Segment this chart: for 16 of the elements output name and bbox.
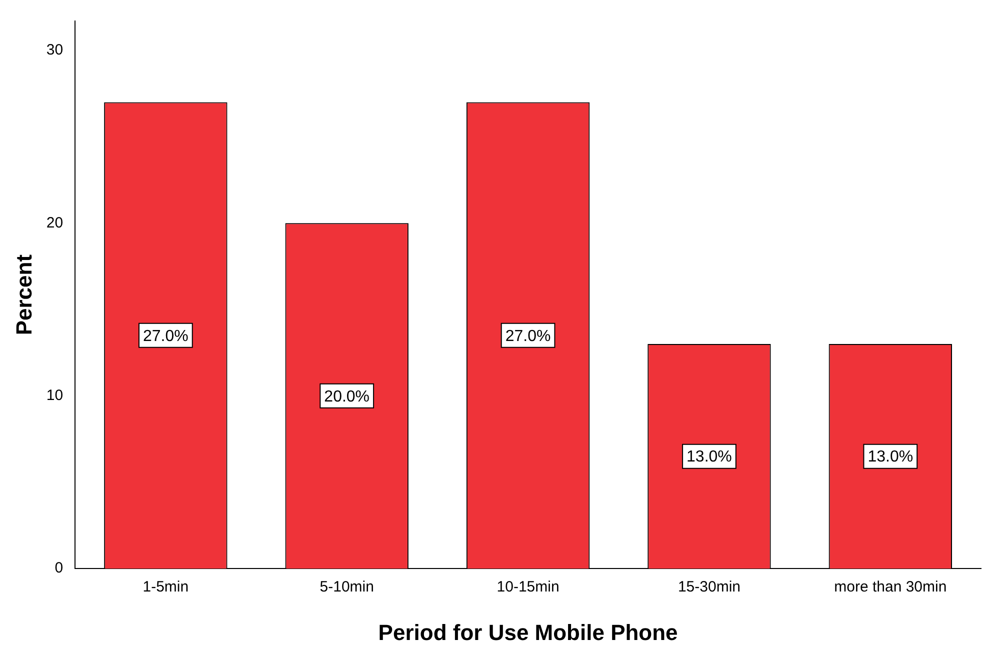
data-label: 20.0% [324, 388, 370, 406]
y-tick-label: 0 [54, 560, 64, 577]
y-tick-label: 20 [46, 214, 64, 232]
y-tick-label: 10 [46, 386, 64, 404]
x-tick-label: 10-15min [496, 578, 560, 596]
data-label: 13.0% [868, 448, 914, 466]
data-label: 13.0% [686, 448, 732, 466]
x-tick-label: more than 30min [834, 578, 947, 596]
x-tick-label: 5-10min [320, 578, 374, 596]
x-tick-label: 15-30min [678, 578, 740, 596]
y-axis-title: Percent [11, 254, 36, 336]
x-axis-title: Period for Use Mobile Phone [378, 620, 678, 645]
y-tick-label: 30 [46, 42, 64, 59]
data-label: 27.0% [142, 328, 188, 345]
data-label: 27.0% [505, 328, 551, 345]
x-tick-label: 1-5min [142, 578, 189, 596]
